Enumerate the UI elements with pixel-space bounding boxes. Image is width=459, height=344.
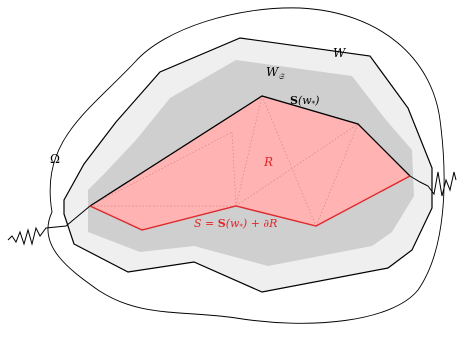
- upper-boundary-s-w: [89, 95, 411, 207]
- left-zigzag: [7, 205, 91, 246]
- label-r: R: [263, 155, 273, 169]
- omega-boundary: [47, 7, 445, 324]
- label-s-equation: S = S(w*) + ∂R: [194, 217, 277, 231]
- lower-boundary-s: [89, 175, 411, 231]
- label-w-sub: W𝔖: [266, 65, 285, 81]
- label-s-of-w: S(w*): [290, 94, 319, 108]
- label-w: W: [333, 46, 347, 60]
- right-zigzag: [409, 171, 457, 197]
- region-r: [90, 96, 410, 230]
- label-omega: Ω: [50, 152, 60, 166]
